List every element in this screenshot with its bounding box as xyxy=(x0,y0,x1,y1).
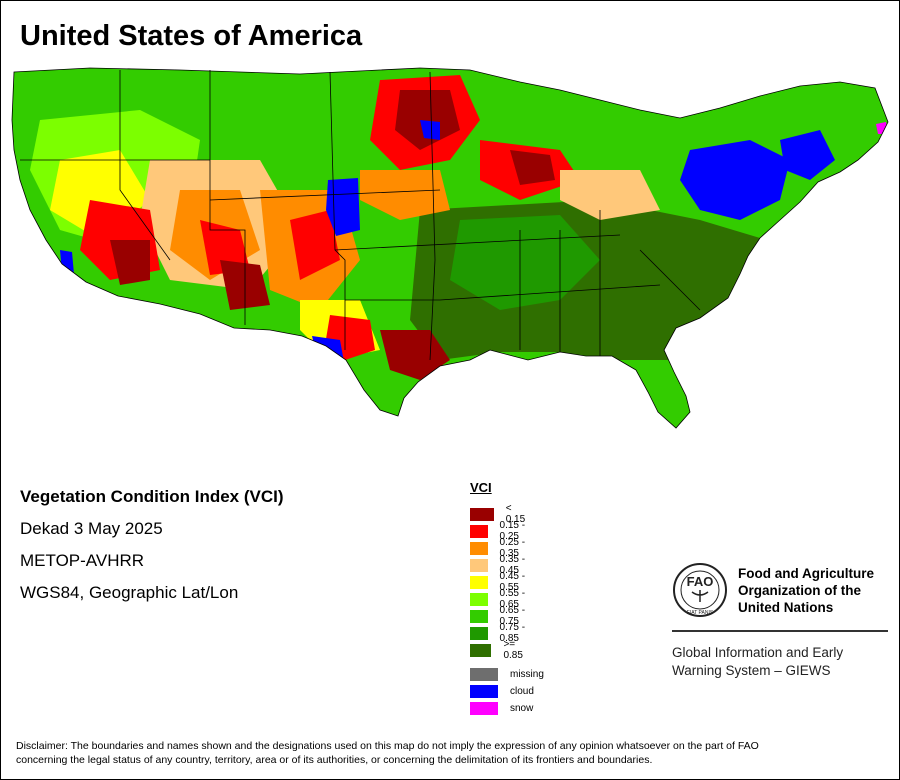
period-label: Dekad 3 May 2025 xyxy=(20,519,163,538)
logo-divider xyxy=(672,630,888,632)
legend-label: snow xyxy=(510,703,534,714)
fao-giews-logo: FAO FIAT PANIS Food and Agriculture Orga… xyxy=(672,562,890,682)
state-boundaries xyxy=(11,67,889,429)
legend-swatch xyxy=(470,575,488,589)
legend-label: 0.45 - 0.55 xyxy=(499,571,526,593)
legend-item-special-1: cloud xyxy=(470,685,534,698)
legend-swatch xyxy=(470,643,492,657)
legend-item-classes-6: 0.65 - 0.75 xyxy=(470,605,529,627)
legend-item-classes-7: 0.75 - 0.85 xyxy=(470,622,529,644)
legend-label: >= 0.85 xyxy=(503,639,523,661)
legend-item-classes-5: 0.55 - 0.65 xyxy=(470,588,529,610)
map-info: Vegetation Condition Index (VCI) Dekad 3… xyxy=(20,487,284,615)
legend-item-classes-4: 0.45 - 0.55 xyxy=(470,571,529,593)
legend-swatch xyxy=(470,558,488,572)
legend-swatch xyxy=(470,524,488,538)
legend-swatch xyxy=(470,668,498,681)
map-title: United States of America xyxy=(20,20,363,52)
legend-item-classes-8: >= 0.85 xyxy=(470,639,529,661)
legend-swatch xyxy=(470,609,488,623)
legend-label: 0.15 - 0.25 xyxy=(499,520,526,542)
vci-raster xyxy=(12,68,888,428)
legend-item-classes-3: 0.35 - 0.45 xyxy=(470,554,529,576)
legend-label: 0.35 - 0.45 xyxy=(499,554,526,576)
legend-item-classes-2: 0.25 - 0.35 xyxy=(470,537,529,559)
sensor-label: METOP-AVHRR xyxy=(20,551,145,570)
legend-swatch xyxy=(470,626,488,640)
svg-text:FAO: FAO xyxy=(687,574,714,589)
svg-text:FIAT PANIS: FIAT PANIS xyxy=(687,610,714,616)
legend-item-classes-1: 0.15 - 0.25 xyxy=(470,520,529,542)
legend-label: 0.25 - 0.35 xyxy=(499,537,526,559)
fao-name: Food and Agriculture Organization of the… xyxy=(738,566,874,615)
legend-swatch xyxy=(470,685,498,698)
legend-label: 0.65 - 0.75 xyxy=(499,605,526,627)
legend-item-classes-0: < 0.15 xyxy=(470,503,529,525)
legend-swatch xyxy=(470,541,488,555)
vci-legend: VCI < 0.15 0.15 - 0.25 0.25 - 0.35 0.35 - 0… xyxy=(470,480,544,715)
legend-label: < 0.15 xyxy=(505,503,526,525)
projection-label: WGS84, Geographic Lat/Lon xyxy=(20,583,239,602)
legend-swatch xyxy=(470,702,498,715)
legend-label: missing xyxy=(510,669,544,680)
disclaimer: Disclaimer: The boundaries and names sho… xyxy=(16,740,759,766)
fao-emblem-icon: FAO FIAT PANIS xyxy=(673,563,727,617)
legend-item-special-0: missing xyxy=(470,668,544,681)
legend-label: 0.75 - 0.85 xyxy=(499,622,526,644)
legend-item-special-2: snow xyxy=(470,702,533,715)
vci-map xyxy=(11,67,889,429)
legend-swatch xyxy=(470,592,488,606)
legend-label: 0.55 - 0.65 xyxy=(499,588,526,610)
giews-name: Global Information and Early Warning Sys… xyxy=(672,645,844,678)
index-title: Vegetation Condition Index (VCI) xyxy=(20,487,284,506)
legend-label: cloud xyxy=(510,686,534,697)
legend-title: VCI xyxy=(470,480,492,495)
legend-swatch xyxy=(470,507,494,521)
